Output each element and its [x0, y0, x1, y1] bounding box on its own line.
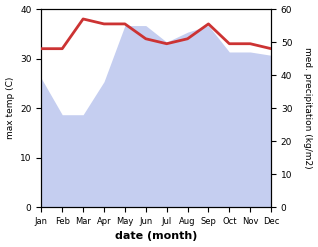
X-axis label: date (month): date (month) [115, 231, 197, 242]
Y-axis label: max temp (C): max temp (C) [5, 77, 15, 139]
Y-axis label: med. precipitation (kg/m2): med. precipitation (kg/m2) [303, 47, 313, 169]
